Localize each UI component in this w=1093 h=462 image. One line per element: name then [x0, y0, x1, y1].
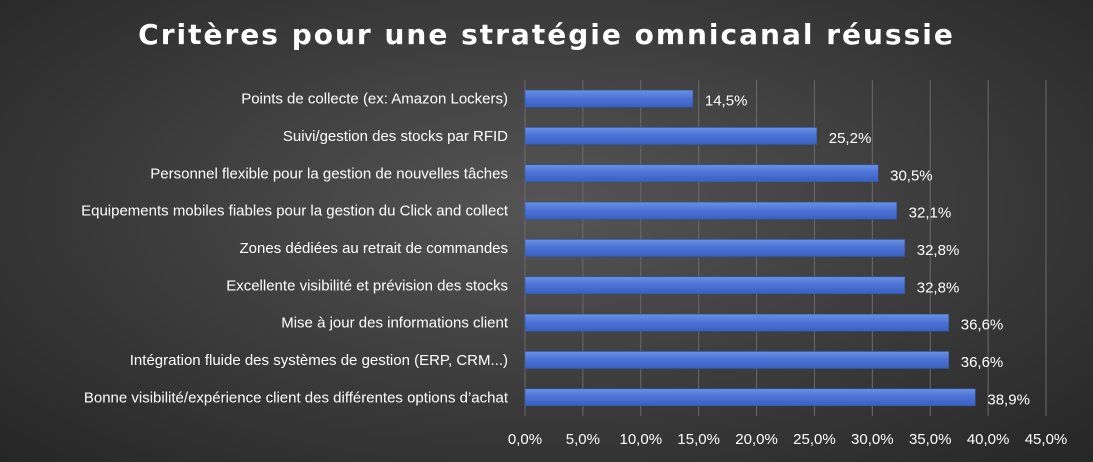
x-tick-label: 15,0%: [677, 431, 720, 448]
x-tick-label: 30,0%: [851, 431, 894, 448]
category-label: Points de collecte (ex: Amazon Lockers): [241, 91, 508, 108]
data-label: 32,8%: [917, 279, 960, 296]
bar: [524, 164, 879, 183]
x-tick-label: 45,0%: [1025, 431, 1068, 448]
bar: [524, 388, 976, 407]
bar: [524, 239, 906, 257]
data-label: 38,9%: [987, 391, 1030, 408]
category-labels: Points de collecte (ex: Amazon Lockers) S…: [81, 91, 509, 407]
bar: [524, 127, 818, 145]
category-label: Zones dédiées au retrait de commandes: [240, 240, 508, 257]
bar: [524, 276, 906, 295]
x-tick-label: 25,0%: [793, 431, 836, 448]
category-label: Personnel flexible pour la gestion de no…: [150, 165, 508, 182]
data-label: 36,6%: [961, 354, 1004, 371]
data-label: 30,5%: [890, 167, 933, 184]
category-label: Mise à jour des informations client: [281, 315, 509, 332]
value-labels: 14,5% 25,2% 30,5% 32,1% 32,8% 32,8% 36,6% 36,6%…: [705, 93, 1030, 409]
data-label: 14,5%: [705, 93, 748, 110]
data-label: 36,6%: [961, 317, 1004, 334]
category-label: Excellente visibilité et prévision des s…: [226, 277, 508, 294]
data-label: 32,1%: [909, 205, 952, 222]
bars: [524, 89, 976, 407]
bar: [524, 201, 897, 220]
bar: [524, 89, 694, 108]
x-axis-ticks: 0,0% 5,0% 10,0% 15,0% 20,0% 25,0% 30,0% 35,0% 40…: [508, 431, 1067, 448]
x-tick-label: 35,0%: [909, 431, 952, 448]
category-label: Bonne visibilité/expérience client des d…: [84, 389, 509, 406]
x-tick-label: 10,0%: [620, 431, 663, 448]
x-tick-label: 40,0%: [967, 431, 1010, 448]
category-label: Intégration fluide des systèmes de gesti…: [130, 352, 508, 369]
x-tick-label: 5,0%: [566, 431, 600, 448]
data-label: 32,8%: [917, 242, 960, 259]
bar: [524, 351, 949, 369]
category-label: Suivi/gestion des stocks par RFID: [283, 128, 508, 145]
chart-title: Critères pour une stratégie omnicanal ré…: [138, 18, 955, 51]
bar: [524, 313, 949, 332]
data-label: 25,2%: [829, 130, 872, 147]
x-tick-label: 20,0%: [735, 431, 778, 448]
category-label: Equipements mobiles fiables pour la gest…: [81, 203, 509, 220]
x-tick-label: 0,0%: [508, 431, 542, 448]
